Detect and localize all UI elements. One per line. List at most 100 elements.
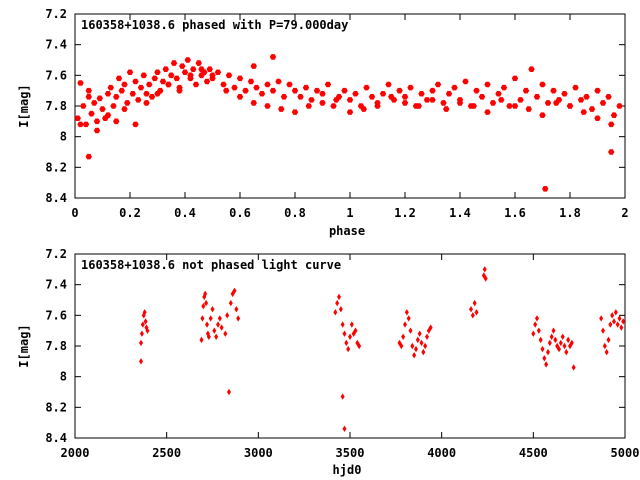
data-point (210, 306, 215, 313)
data-point (580, 109, 587, 115)
data-point (550, 87, 557, 94)
data-point (203, 290, 208, 298)
data-point (483, 275, 488, 282)
plot-frame (74, 13, 626, 199)
data-point (223, 330, 228, 337)
data-point (404, 309, 409, 316)
data-point (401, 100, 409, 106)
data-point (374, 103, 381, 109)
data-point (434, 81, 442, 88)
data-point (472, 299, 477, 307)
data-point (544, 361, 549, 368)
data-point (190, 66, 197, 72)
data-point (415, 103, 422, 109)
data-point (217, 315, 222, 322)
data-point (540, 345, 545, 353)
data-point (74, 115, 81, 122)
data-point (313, 87, 321, 94)
data-point (533, 321, 538, 328)
data-point (209, 72, 216, 79)
data-point (346, 97, 354, 103)
data-point (264, 103, 271, 109)
data-point (291, 109, 299, 115)
data-point (613, 309, 618, 316)
data-point (368, 94, 376, 100)
data-point (498, 97, 505, 103)
data-point (124, 100, 131, 106)
data-point (93, 127, 101, 134)
data-point (599, 100, 607, 106)
data-point (440, 100, 447, 106)
data-point (451, 84, 458, 91)
data-point (121, 81, 128, 88)
data-point (179, 63, 186, 69)
data-point (601, 327, 605, 334)
data-point (418, 90, 425, 97)
data-point (228, 299, 233, 307)
data-point (551, 327, 556, 334)
data-point (82, 121, 90, 128)
data-point (214, 333, 219, 340)
data-point (264, 81, 271, 88)
data-point (564, 348, 569, 356)
data-point (443, 106, 450, 112)
data-point (522, 87, 530, 94)
y-tick-label: 7.8 (45, 99, 67, 113)
data-point (216, 321, 220, 328)
y-tick-label: 7.2 (45, 7, 67, 21)
data-point (407, 84, 414, 91)
x-tick-label: 1.4 (449, 206, 471, 220)
data-point (219, 324, 224, 331)
data-point (129, 90, 136, 97)
x-tick-label: 0.8 (284, 206, 306, 220)
data-point (143, 90, 150, 97)
data-point (145, 327, 150, 334)
data-point (557, 345, 561, 353)
data-point (482, 266, 487, 273)
data-point (605, 94, 612, 100)
data-point (302, 84, 310, 91)
data-point (619, 324, 624, 331)
data-point (406, 315, 411, 322)
data-point (88, 110, 95, 117)
data-point (474, 309, 479, 316)
data-point (346, 345, 351, 353)
data-point (340, 393, 345, 400)
data-point (242, 87, 249, 94)
data-point (429, 97, 436, 103)
x-tick-label: 4000 (427, 446, 456, 460)
data-point (445, 90, 453, 97)
data-point (566, 336, 571, 344)
data-point (220, 81, 227, 88)
data-point (536, 327, 541, 334)
data-point (610, 312, 615, 319)
data-point (621, 318, 626, 325)
data-point (93, 118, 101, 125)
data-point (227, 388, 231, 396)
data-point (236, 315, 241, 322)
data-point (549, 333, 554, 340)
data-point (154, 90, 161, 97)
data-point (349, 321, 354, 328)
data-point (615, 321, 620, 328)
data-point (608, 121, 615, 128)
data-point (544, 100, 552, 106)
x-tick-label: 0.2 (119, 206, 141, 220)
data-point (280, 94, 288, 100)
data-point (500, 84, 508, 91)
data-point (553, 336, 558, 344)
data-point (558, 339, 563, 347)
y-tick-label: 7.8 (45, 339, 67, 353)
data-point (419, 339, 424, 347)
data-point (278, 106, 285, 112)
data-point (352, 90, 359, 97)
data-point (495, 90, 502, 97)
data-point (139, 330, 144, 337)
data-point (77, 121, 84, 128)
data-point (577, 97, 585, 103)
data-point (91, 100, 98, 106)
data-point (110, 103, 117, 109)
data-point (608, 321, 613, 328)
data-point (206, 333, 211, 340)
axis-ticks: 0 0.2 0.4 0.6 0.8 1 1.2 1.4 1.6 1.8 2 7.2 7.4 7.6 7.8 8… (45, 7, 628, 220)
